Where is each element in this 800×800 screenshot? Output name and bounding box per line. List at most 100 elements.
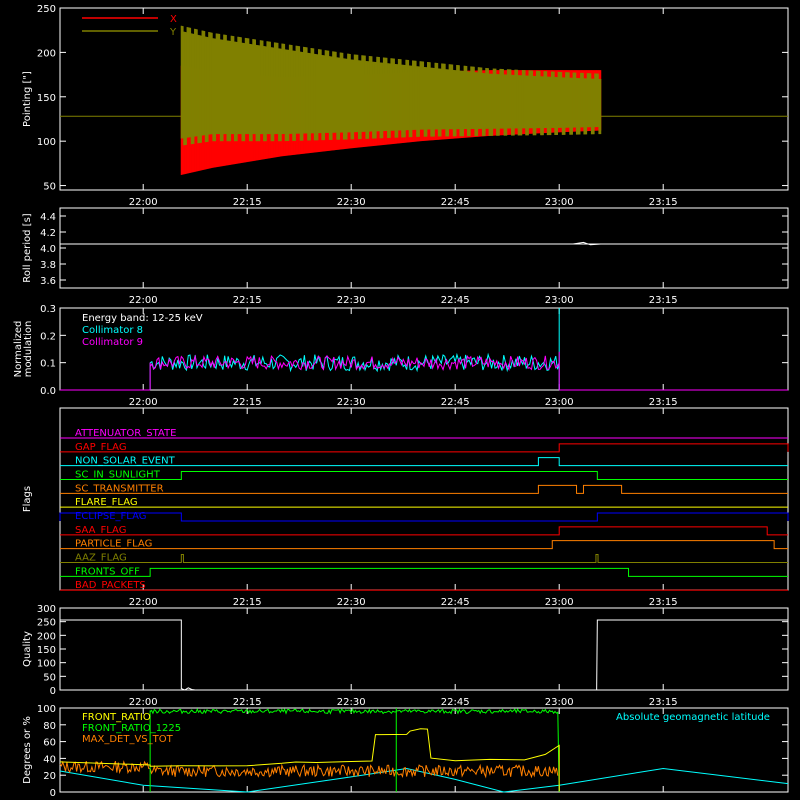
flag-label: BAD_PACKETS bbox=[75, 580, 146, 591]
flag-label: FRONTS_OFF bbox=[75, 566, 140, 577]
legend-label: Collimator 8 bbox=[82, 325, 143, 336]
y-tick-label: 200 bbox=[37, 631, 56, 642]
x-tick-label: 23:15 bbox=[649, 197, 678, 208]
flag-trace bbox=[60, 540, 788, 550]
flag-trace bbox=[60, 567, 788, 577]
flag-trace bbox=[60, 526, 788, 536]
x-tick-label: 23:00 bbox=[545, 295, 574, 306]
x-tick-label: 22:30 bbox=[337, 197, 366, 208]
legend-label: Collimator 9 bbox=[82, 337, 143, 348]
max-det-series bbox=[59, 760, 559, 779]
x-tick-label: 22:45 bbox=[441, 597, 470, 608]
y-tick-label: 100 bbox=[37, 659, 56, 670]
x-tick-label: 23:00 bbox=[545, 197, 574, 208]
y-tick-label: 150 bbox=[37, 93, 56, 104]
x-tick-label: 22:30 bbox=[337, 597, 366, 608]
y-tick-label: 40 bbox=[43, 754, 56, 765]
legend-label: Y bbox=[169, 27, 177, 38]
legend-label: Energy band: 12-25 keV bbox=[82, 313, 203, 324]
panel-3: 22:00 22:15 22:30 22:45 23:00 23:15 Flags ATTEN… bbox=[22, 407, 789, 608]
y-tick-label: 150 bbox=[37, 645, 56, 656]
y-tick-label: 4.2 bbox=[40, 228, 56, 239]
x-tick-label: 22:30 bbox=[337, 397, 366, 408]
x-tick-label: 22:15 bbox=[233, 697, 262, 708]
y-tick-label: 50 bbox=[43, 672, 56, 683]
x-tick-label: 23:00 bbox=[545, 597, 574, 608]
y-tick-label: 300 bbox=[37, 604, 56, 615]
x-tick-label: 23:15 bbox=[649, 397, 678, 408]
y-axis-label: Degrees or % bbox=[22, 716, 33, 784]
quality-line bbox=[60, 619, 788, 691]
y-tick-label: 20 bbox=[43, 771, 56, 782]
plot-frame bbox=[59, 207, 789, 289]
x-tick-label: 22:45 bbox=[441, 397, 470, 408]
legend-label: MAX_DET_VS_TOT bbox=[82, 734, 174, 745]
x-tick-label: 23:15 bbox=[649, 295, 678, 306]
y-axis-label: Pointing ["] bbox=[22, 71, 33, 127]
x-tick-label: 23:00 bbox=[545, 397, 574, 408]
plot-frame bbox=[59, 307, 789, 391]
x-tick-label: 23:15 bbox=[649, 697, 678, 708]
legend-label: FRONT_RATIO bbox=[82, 712, 151, 723]
y-tick-label: 0.0 bbox=[40, 386, 56, 397]
flag-trace bbox=[60, 484, 788, 494]
x-tick-label: 23:15 bbox=[649, 597, 678, 608]
flag-label: NON_SOLAR_EVENT bbox=[75, 456, 176, 467]
flag-trace bbox=[59, 512, 789, 522]
flag-label: SAA_FLAG bbox=[75, 525, 126, 536]
x-tick-label: 22:00 bbox=[129, 397, 158, 408]
flag-trace bbox=[60, 554, 788, 563]
flag-label: FLARE_FLAG bbox=[75, 497, 138, 508]
annotation-label: Absolute geomagnetic latitude bbox=[616, 712, 770, 723]
panel-2: 22:00 22:15 22:30 22:45 23:00 23:15 Normalized… bbox=[13, 304, 789, 408]
y-tick-label: 100 bbox=[37, 137, 56, 148]
y-tick-label: 4.4 bbox=[40, 212, 56, 223]
y-axis-label: Quality bbox=[22, 631, 33, 667]
y-tick-label: 60 bbox=[43, 738, 56, 749]
flag-trace bbox=[60, 457, 788, 467]
flag-trace bbox=[60, 443, 789, 453]
panel-0: 22:00 22:15 22:30 22:45 23:00 23:15 Pointing [… bbox=[22, 4, 789, 208]
legend-label: X bbox=[170, 14, 177, 25]
y-tick-label: 100 bbox=[37, 704, 56, 715]
y-tick-label: 0 bbox=[50, 788, 56, 799]
flag-label: SC_TRANSMITTER bbox=[75, 483, 164, 494]
y-tick-label: 250 bbox=[37, 618, 56, 629]
modulation-series-1 bbox=[149, 351, 560, 390]
y-tick-label: 3.6 bbox=[40, 276, 56, 287]
x-tick-label: 22:15 bbox=[233, 597, 262, 608]
flag-trace bbox=[60, 471, 788, 480]
x-tick-label: 23:00 bbox=[545, 697, 574, 708]
y-axis-label: Flags bbox=[22, 486, 33, 512]
y-tick-label: 50 bbox=[43, 182, 56, 193]
x-tick-label: 22:00 bbox=[129, 597, 158, 608]
y-axis-label: Roll period [s] bbox=[22, 213, 33, 282]
y-tick-label: 200 bbox=[37, 48, 56, 59]
legend-label: FRONT_RATIO_1225 bbox=[82, 723, 181, 734]
y-tick-label: 0.2 bbox=[40, 331, 56, 342]
roll-period-blip bbox=[572, 241, 601, 246]
front-ratio-1225-series bbox=[149, 708, 560, 793]
y-tick-label: 0.1 bbox=[40, 359, 56, 370]
plot-frame bbox=[59, 7, 789, 191]
plot-frame bbox=[59, 707, 789, 793]
x-tick-label: 22:45 bbox=[441, 295, 470, 306]
y-tick-label: 0 bbox=[50, 686, 56, 697]
flag-label: ATTENUATOR_STATE bbox=[75, 428, 176, 439]
x-tick-label: 22:00 bbox=[129, 295, 158, 306]
x-tick-label: 22:15 bbox=[233, 197, 262, 208]
x-tick-label: 22:45 bbox=[441, 197, 470, 208]
front-ratio-series bbox=[59, 728, 560, 792]
x-tick-label: 22:15 bbox=[233, 397, 262, 408]
flag-label: AAZ_FLAG bbox=[75, 553, 127, 564]
x-tick-label: 22:00 bbox=[129, 197, 158, 208]
y-axis-label: Normalized bbox=[13, 321, 24, 378]
y-tick-label: 4.0 bbox=[40, 244, 56, 255]
y-tick-label: 80 bbox=[43, 721, 56, 732]
y-tick-label: 0.3 bbox=[40, 304, 56, 315]
x-tick-label: 22:30 bbox=[337, 697, 366, 708]
y-axis-label: modulation bbox=[23, 321, 34, 378]
flag-label: PARTICLE_FLAG bbox=[75, 539, 152, 550]
